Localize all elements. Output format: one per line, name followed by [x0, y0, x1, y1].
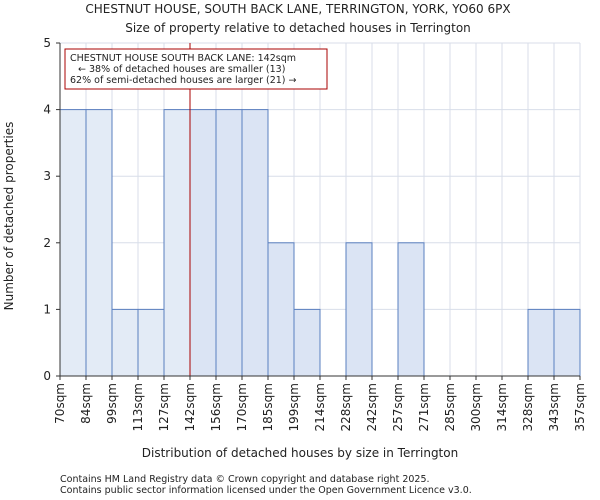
x-tick-label: 314sqm: [495, 383, 509, 431]
x-tick-label: 328sqm: [521, 383, 535, 431]
x-tick-label: 113sqm: [131, 383, 145, 431]
x-ticks: 70sqm 84sqm 99sqm 113sqm 127sqm 142sqm 156sqm 1…: [53, 376, 587, 431]
annotation-line-3: 62% of semi-detached houses are larger (…: [70, 75, 297, 86]
x-tick-label: 156sqm: [209, 383, 223, 431]
x-axis-label: Distribution of detached houses by size …: [142, 446, 458, 460]
chart-title: CHESTNUT HOUSE, SOUTH BACK LANE, TERRING…: [85, 2, 510, 16]
x-tick-label: 142sqm: [183, 383, 197, 431]
y-ticks: 0 1 2 3 4 5: [43, 36, 60, 383]
x-tick-label: 214sqm: [313, 383, 327, 431]
bar: [85, 109, 113, 377]
bar: [111, 308, 139, 377]
annotation-line-2: ← 38% of detached houses are smaller (13…: [78, 64, 285, 75]
y-axis-label: Number of detached properties: [2, 122, 16, 311]
bar: [397, 242, 425, 377]
bar: [59, 109, 87, 377]
chart-subtitle: Size of property relative to detached ho…: [125, 21, 471, 35]
bar: [241, 109, 269, 377]
y-tick-label: 4: [43, 103, 51, 117]
y-tick-label: 5: [43, 36, 51, 50]
x-tick-label: 242sqm: [365, 383, 379, 431]
bar: [293, 308, 321, 377]
bar: [137, 308, 165, 377]
x-tick-label: 99sqm: [105, 383, 119, 424]
bar: [345, 242, 373, 377]
bar: [215, 109, 243, 377]
y-tick-label: 1: [43, 302, 51, 316]
x-tick-label: 271sqm: [417, 383, 431, 431]
annotation-frame: [64, 48, 328, 90]
annotation-box: CHESTNUT HOUSE SOUTH BACK LANE: 142sqm ←…: [64, 48, 328, 90]
bar: [163, 109, 191, 377]
x-tick-label: 357sqm: [573, 383, 587, 431]
bar: [527, 308, 555, 377]
x-tick-label: 199sqm: [287, 383, 301, 431]
x-tick-label: 228sqm: [339, 383, 353, 431]
bar: [267, 242, 295, 377]
bar: [189, 109, 217, 377]
x-tick-label: 285sqm: [443, 383, 457, 431]
bar: [553, 308, 581, 377]
x-tick-label: 84sqm: [79, 383, 93, 424]
x-tick-label: 343sqm: [547, 383, 561, 431]
y-tick-label: 0: [43, 369, 51, 383]
y-tick-label: 3: [43, 169, 51, 183]
x-tick-label: 70sqm: [53, 383, 67, 424]
x-tick-label: 127sqm: [157, 383, 171, 431]
x-tick-label: 257sqm: [391, 383, 405, 431]
x-tick-label: 300sqm: [469, 383, 483, 431]
x-tick-label: 170sqm: [235, 383, 249, 431]
footer-line-1: Contains HM Land Registry data © Crown c…: [60, 474, 430, 485]
footer-line-2: Contains public sector information licen…: [60, 485, 472, 496]
x-tick-label: 185sqm: [261, 383, 275, 431]
y-tick-label: 2: [43, 236, 51, 250]
annotation-line-1: CHESTNUT HOUSE SOUTH BACK LANE: 142sqm: [70, 53, 296, 64]
